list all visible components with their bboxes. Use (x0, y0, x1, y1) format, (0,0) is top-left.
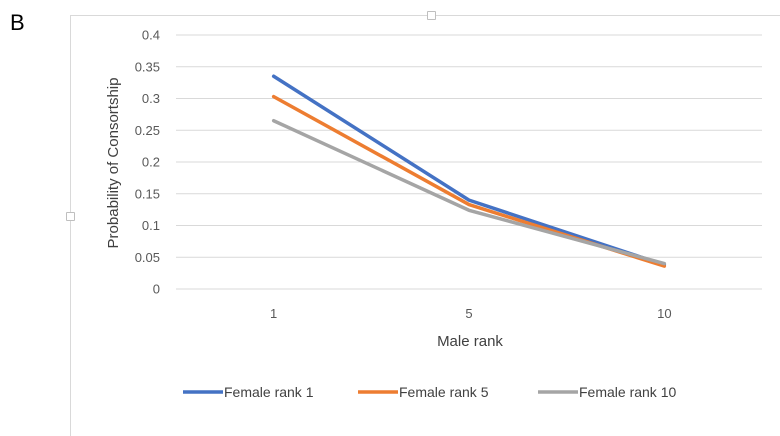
series-line-3 (271, 118, 667, 266)
y-axis-tick-labels: 0 0.05 0.1 0.15 0.2 0.25 0.3 0.35 0.4 (135, 28, 160, 297)
legend-item-3: Female rank 10 (538, 384, 676, 400)
resize-handle-left[interactable] (66, 212, 75, 221)
legend: Female rank 1 Female rank 5 Female rank 10 (183, 384, 676, 400)
series-line-2 (271, 94, 667, 268)
legend-label: Female rank 1 (224, 384, 314, 400)
y-tick-label: 0.25 (135, 123, 160, 138)
gridlines (176, 34, 762, 290)
y-tick-label: 0.4 (142, 28, 160, 43)
x-axis-tick-labels: 1 5 10 (270, 306, 672, 321)
series-line-1 (271, 74, 667, 267)
legend-label: Female rank 5 (399, 384, 489, 400)
x-tick-label: 1 (270, 306, 277, 321)
x-tick-label: 10 (657, 306, 671, 321)
legend-label: Female rank 10 (579, 384, 676, 400)
resize-handle-top[interactable] (427, 11, 436, 20)
x-axis-title: Male rank (437, 333, 503, 350)
chart-frame (66, 11, 780, 436)
y-tick-label: 0.3 (142, 91, 160, 106)
y-tick-label: 0.15 (135, 186, 160, 201)
legend-item-2: Female rank 5 (358, 384, 489, 400)
y-tick-label: 0.2 (142, 155, 160, 170)
y-tick-label: 0.05 (135, 250, 160, 265)
panel-label: B (10, 10, 25, 35)
y-tick-label: 0 (153, 282, 160, 297)
legend-item-1: Female rank 1 (183, 384, 314, 400)
series-lines (271, 74, 667, 268)
x-tick-label: 5 (465, 306, 472, 321)
y-tick-label: 0.1 (142, 218, 160, 233)
y-tick-label: 0.35 (135, 59, 160, 74)
y-axis-title: Probability of Consortship (105, 78, 122, 249)
line-chart: 00.050.10.150.20.250.30.350.4 1 5 10 Proba… (105, 28, 762, 400)
